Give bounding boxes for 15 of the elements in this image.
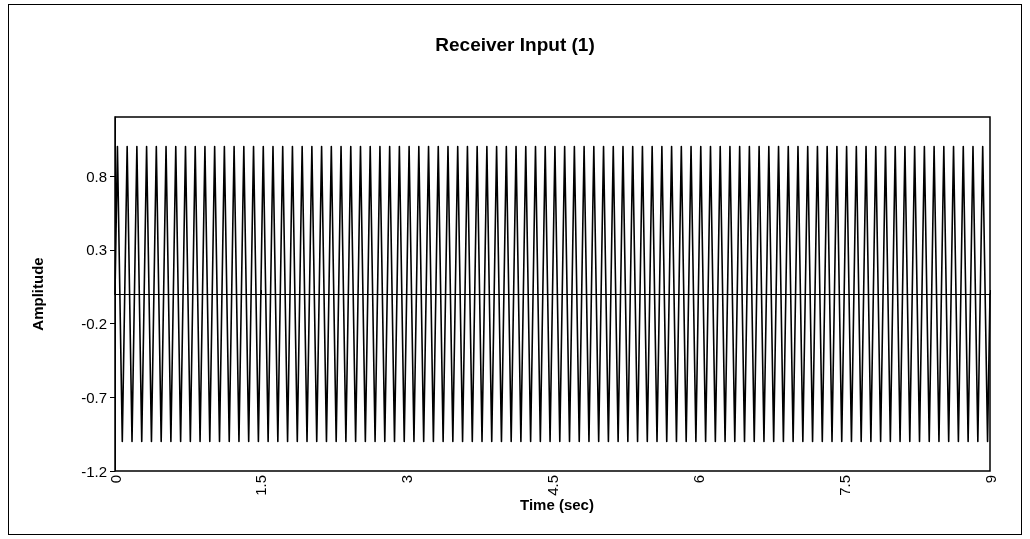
x-tick-label: 0: [106, 475, 124, 484]
x-tick-label: 4.5: [544, 475, 561, 496]
x-tick-label: 1.5: [252, 475, 270, 496]
x-tick-label: 9: [981, 475, 999, 484]
y-tick-label: 0.3: [86, 241, 107, 259]
y-tick-label: -1.2: [81, 462, 107, 480]
chart-title: Receiver Input (1): [435, 34, 595, 55]
x-tick-label: 3: [398, 475, 416, 484]
y-tick-label: -0.7: [81, 388, 107, 406]
y-tick-label: 0.8: [86, 167, 107, 185]
y-axis-title: Amplitude: [29, 257, 46, 331]
x-axis-title: Time (sec): [520, 496, 594, 513]
x-tick-label: 7.5: [835, 475, 853, 496]
y-tick-label: -0.2: [81, 315, 107, 332]
x-tick-label: 6: [689, 475, 707, 484]
